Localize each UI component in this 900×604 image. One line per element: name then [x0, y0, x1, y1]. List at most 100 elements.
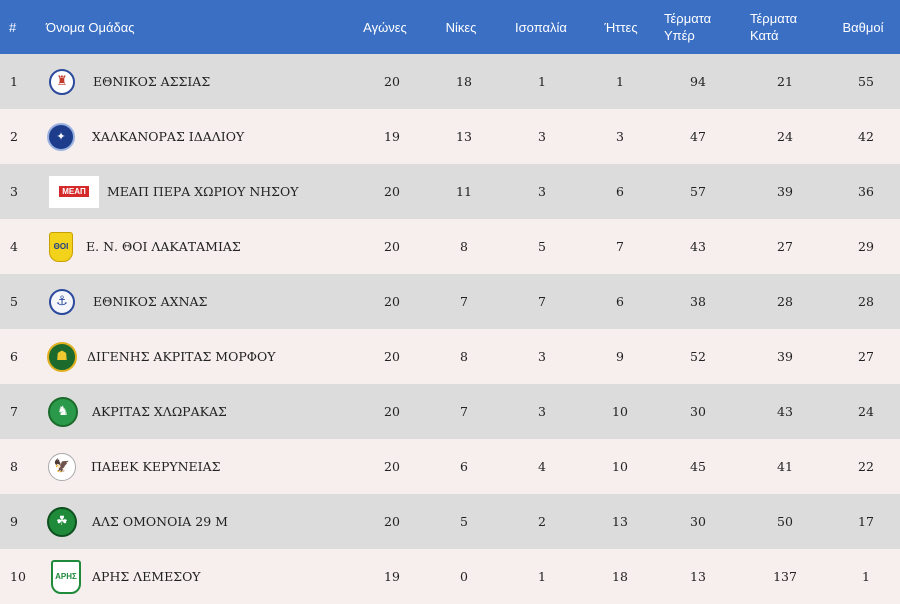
row-points: 36 [858, 184, 874, 199]
row-losses: 10 [612, 459, 628, 474]
row-ga: 28 [777, 294, 793, 309]
row-losses: 1 [616, 74, 624, 89]
row-points: 22 [858, 459, 874, 474]
table-row[interactable]: 5 ⚓ ΕΘΝΙΚΟΣ ΑΧΝΑΣ 20 7 7 6 38 28 28 [0, 274, 900, 329]
row-played: 20 [384, 404, 400, 419]
header-team-name[interactable]: Όνομα Ομάδας [46, 19, 135, 35]
omonoia-clover-crest-icon: ☘ [47, 494, 77, 549]
header-goals-for-line2: Υπέρ [664, 28, 695, 43]
table-row[interactable]: 2 ✦ ΧΑΛΚΑΝΟΡΑΣ ΙΔΑΛΙΟΥ 19 13 3 3 47 24 42 [0, 109, 900, 164]
row-played: 19 [384, 569, 400, 584]
row-draws: 1 [538, 569, 546, 584]
table-row[interactable]: 9 ☘ ΑΛΣ ΟΜΟΝΟΙΑ 29 Μ 20 5 2 13 30 50 17 [0, 494, 900, 549]
row-losses: 18 [612, 569, 628, 584]
row-ga: 21 [777, 74, 793, 89]
row-points: 1 [862, 569, 870, 584]
row-ga: 24 [777, 129, 793, 144]
row-position: 4 [10, 239, 18, 254]
row-losses: 7 [616, 239, 624, 254]
row-points: 42 [858, 129, 874, 144]
header-goals-against-line1: Τέρματα [750, 11, 798, 26]
table-row[interactable]: 3 ΜΕΑΠ ΜΕΑΠ ΠΕΡΑ ΧΩΡΙΟΥ ΝΗΣΟΥ 20 11 3 6 57 39 36 [0, 164, 900, 219]
header-points[interactable]: Βαθμοί [842, 19, 884, 35]
ethnikos-achnas-crest-icon: ⚓ [49, 274, 75, 329]
header-losses[interactable]: Ήττες [604, 19, 638, 35]
header-goals-against[interactable]: Τέρματα Κατά [750, 0, 797, 54]
row-points: 55 [858, 74, 874, 89]
row-team-name[interactable]: ΑΛΣ ΟΜΟΝΟΙΑ 29 Μ [92, 514, 228, 529]
row-gf: 13 [690, 569, 706, 584]
ethnikos-assias-crest-icon: ♜ [49, 54, 75, 109]
table-row[interactable]: 6 ☗ ΔΙΓΕΝΗΣ ΑΚΡΙΤΑΣ ΜΟΡΦΟΥ 20 8 3 9 52 39 27 [0, 329, 900, 384]
akritas-crest-icon: ♞ [48, 384, 78, 439]
row-points: 24 [858, 404, 874, 419]
row-position: 10 [10, 569, 26, 584]
header-draws[interactable]: Ισοπαλία [515, 19, 567, 35]
row-wins: 7 [460, 294, 468, 309]
row-draws: 4 [538, 459, 546, 474]
thoi-crest-icon: ΘΟΙ [49, 219, 73, 274]
paeek-eagle-crest-icon: 🦅 [48, 439, 76, 494]
row-gf: 52 [690, 349, 706, 364]
row-draws: 3 [538, 349, 546, 364]
header-position: # [9, 19, 17, 35]
row-position: 5 [10, 294, 18, 309]
row-ga: 39 [777, 349, 793, 364]
row-team-name[interactable]: ΕΘΝΙΚΟΣ ΑΣΣΙΑΣ [93, 74, 211, 89]
row-points: 17 [858, 514, 874, 529]
row-gf: 57 [690, 184, 706, 199]
row-team-name[interactable]: Ε. Ν. ΘΟΙ ΛΑΚΑΤΑΜΙΑΣ [86, 239, 241, 254]
row-draws: 7 [538, 294, 546, 309]
row-draws: 3 [538, 404, 546, 419]
row-ga: 50 [777, 514, 793, 529]
header-goals-for[interactable]: Τέρματα Υπέρ [664, 0, 711, 54]
row-draws: 2 [538, 514, 546, 529]
row-team-name[interactable]: ΕΘΝΙΚΟΣ ΑΧΝΑΣ [93, 294, 208, 309]
row-played: 20 [384, 514, 400, 529]
row-ga: 41 [777, 459, 793, 474]
header-goals-for-line1: Τέρματα [664, 11, 712, 26]
row-draws: 3 [538, 184, 546, 199]
table-row[interactable]: 7 ♞ ΑΚΡΙΤΑΣ ΧΛΩΡΑΚΑΣ 20 7 3 10 30 43 24 [0, 384, 900, 439]
row-gf: 43 [690, 239, 706, 254]
row-points: 28 [858, 294, 874, 309]
header-wins[interactable]: Νίκες [445, 19, 477, 35]
row-gf: 45 [690, 459, 706, 474]
row-position: 1 [10, 74, 18, 89]
row-losses: 3 [616, 129, 624, 144]
header-played[interactable]: Αγώνες [363, 19, 407, 35]
row-wins: 13 [456, 129, 472, 144]
header-goals-against-line2: Κατά [750, 28, 779, 43]
row-ga: 27 [777, 239, 793, 254]
table-row[interactable]: 10 ΑΡΗΣ ΑΡΗΣ ΛΕΜΕΣΟΥ 19 0 1 18 13 137 1 [0, 549, 900, 604]
row-wins: 8 [460, 239, 468, 254]
row-team-name[interactable]: ΜΕΑΠ ΠΕΡΑ ΧΩΡΙΟΥ ΝΗΣΟΥ [107, 184, 299, 199]
aris-crest-icon: ΑΡΗΣ [51, 549, 81, 604]
row-wins: 18 [456, 74, 472, 89]
row-played: 20 [384, 239, 400, 254]
row-played: 20 [384, 349, 400, 364]
row-losses: 6 [616, 184, 624, 199]
row-losses: 10 [612, 404, 628, 419]
row-team-name[interactable]: ΑΚΡΙΤΑΣ ΧΛΩΡΑΚΑΣ [92, 404, 227, 419]
row-losses: 6 [616, 294, 624, 309]
meap-crest-icon: ΜΕΑΠ [48, 164, 100, 219]
row-team-name[interactable]: ΑΡΗΣ ΛΕΜΕΣΟΥ [92, 569, 201, 584]
row-team-name[interactable]: ΧΑΛΚΑΝΟΡΑΣ ΙΔΑΛΙΟΥ [92, 129, 245, 144]
row-team-name[interactable]: ΔΙΓΕΝΗΣ ΑΚΡΙΤΑΣ ΜΟΡΦΟΥ [87, 349, 276, 364]
row-wins: 8 [460, 349, 468, 364]
row-draws: 3 [538, 129, 546, 144]
table-body: 1 ♜ ΕΘΝΙΚΟΣ ΑΣΣΙΑΣ 20 18 1 1 94 21 55 2 ✦ ΧΑΛΚΑΝΟΡΑΣ… [0, 54, 900, 604]
row-played: 20 [384, 74, 400, 89]
row-position: 6 [10, 349, 18, 364]
table-row[interactable]: 8 🦅 ΠΑΕΕΚ ΚΕΡΥΝΕΙΑΣ 20 6 4 10 45 41 22 [0, 439, 900, 494]
row-wins: 6 [460, 459, 468, 474]
table-row[interactable]: 4 ΘΟΙ Ε. Ν. ΘΟΙ ΛΑΚΑΤΑΜΙΑΣ 20 8 5 7 43 27 29 [0, 219, 900, 274]
row-draws: 1 [538, 74, 546, 89]
row-wins: 5 [460, 514, 468, 529]
row-losses: 9 [616, 349, 624, 364]
row-gf: 30 [690, 514, 706, 529]
table-row[interactable]: 1 ♜ ΕΘΝΙΚΟΣ ΑΣΣΙΑΣ 20 18 1 1 94 21 55 [0, 54, 900, 109]
row-team-name[interactable]: ΠΑΕΕΚ ΚΕΡΥΝΕΙΑΣ [91, 459, 221, 474]
